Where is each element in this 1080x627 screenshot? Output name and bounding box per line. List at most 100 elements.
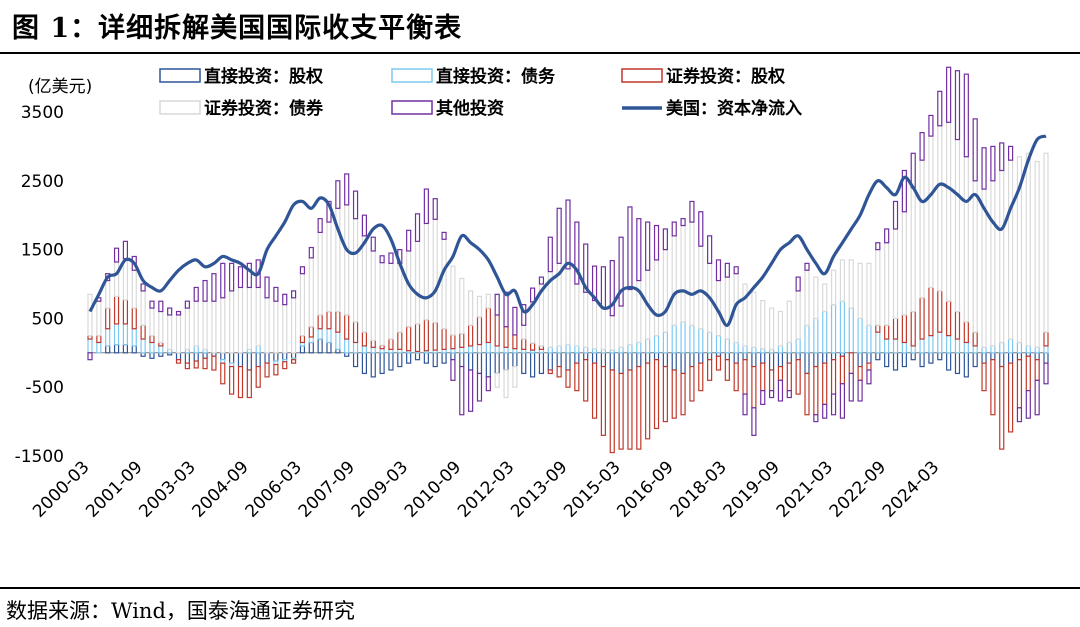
bar-fdi-debt [450, 348, 456, 354]
bar-other [689, 200, 695, 223]
bar-portfolio-equity [105, 307, 111, 330]
bar-other [627, 206, 633, 291]
bar-portfolio-debt [928, 135, 934, 289]
bar-portfolio-equity [326, 310, 332, 330]
bar-portfolio-debt [671, 235, 677, 326]
bar-other [273, 286, 279, 302]
bar-fdi-equity [866, 352, 872, 364]
bar-other [919, 132, 925, 161]
bar-fdi-debt [468, 345, 474, 354]
bar-fdi-debt [158, 345, 164, 354]
bar-other [494, 293, 500, 316]
bar-portfolio-equity [1034, 359, 1040, 381]
bar-other [1025, 390, 1031, 419]
bar-fdi-debt [476, 343, 483, 354]
bar-portfolio-equity [946, 300, 952, 337]
bar-portfolio-debt [149, 307, 155, 337]
bar-fdi-equity [981, 352, 987, 364]
bar-fdi-debt [848, 307, 854, 354]
bar-portfolio-debt [158, 310, 164, 344]
bar-portfolio-equity [609, 369, 615, 454]
bar-portfolio-equity [786, 362, 792, 392]
bar-portfolio-equity [202, 357, 208, 370]
bar-portfolio-debt [804, 269, 810, 326]
bar-portfolio-equity [892, 317, 899, 340]
legend-swatch-fdi-debt [391, 68, 433, 83]
bar-other [352, 190, 359, 220]
bar-portfolio-equity [476, 316, 483, 346]
bar-portfolio-equity [574, 362, 580, 392]
bar-other [892, 200, 899, 230]
bar-portfolio-debt [122, 257, 129, 301]
bar-fdi-equity [574, 352, 580, 364]
bar-fdi-equity [804, 352, 810, 375]
bar-portfolio-equity [866, 362, 872, 371]
legend-label: 直接投资：股权 [204, 66, 324, 87]
bar-fdi-debt [866, 324, 872, 354]
bar-portfolio-equity [397, 331, 403, 350]
bar-portfolio-debt [698, 245, 704, 330]
bar-portfolio-equity [848, 352, 854, 375]
chart-area: (亿美元) 3500 2500 1500 500 -500 -15002000-032001… [15, 66, 1049, 522]
bar-portfolio-debt [884, 242, 890, 326]
bar-portfolio-equity [565, 369, 571, 388]
bar-portfolio-debt [344, 204, 350, 316]
bar-portfolio-debt [822, 283, 828, 313]
bar-portfolio-equity [804, 372, 810, 416]
bar-portfolio-debt [193, 300, 199, 347]
bar-fdi-debt [547, 346, 553, 354]
bar-fdi-debt [875, 331, 881, 354]
bar-fdi-debt [459, 346, 465, 354]
bar-fdi-debt [839, 300, 846, 354]
bar-portfolio-debt [839, 259, 846, 302]
bar-fdi-debt [919, 338, 925, 354]
bar-fdi-equity [193, 352, 199, 362]
bar-fdi-equity [1034, 352, 1040, 361]
bar-portfolio-debt [830, 269, 837, 306]
bar-fdi-equity [618, 352, 624, 375]
bar-portfolio-debt [910, 187, 916, 313]
bar-portfolio-equity [406, 326, 412, 352]
bar-portfolio-debt [795, 290, 801, 340]
bar-fdi-debt [326, 328, 332, 344]
bar-fdi-equity [273, 352, 279, 362]
bar-portfolio-debt [768, 307, 775, 350]
x-tick-label: 2001-09 [82, 457, 146, 521]
bar-other [335, 180, 341, 209]
bar-other [768, 390, 775, 399]
bar-fdi-equity [795, 352, 801, 361]
bar-portfolio-equity [113, 295, 120, 325]
bar-fdi-equity [600, 352, 607, 368]
bar-other [1016, 407, 1023, 423]
bar-portfolio-equity [264, 362, 270, 378]
bar-portfolio-debt [229, 290, 235, 354]
bar-fdi-equity [830, 352, 837, 361]
bar-fdi-debt [707, 331, 713, 354]
bar-portfolio-equity [937, 290, 943, 333]
bar-portfolio-debt [361, 235, 368, 333]
bar-portfolio-debt [919, 159, 925, 299]
bar-portfolio-equity [627, 369, 633, 450]
bar-other [813, 414, 819, 423]
bar-portfolio-debt [760, 299, 766, 350]
bar-other [113, 247, 120, 263]
bar-fdi-debt [503, 346, 509, 354]
bar-portfolio-debt [848, 259, 854, 309]
bar-portfolio-equity [990, 359, 996, 416]
bar-other [476, 372, 483, 402]
bar-fdi-debt [884, 338, 890, 354]
bar-fdi-debt [742, 345, 748, 354]
bar-portfolio-debt [388, 262, 394, 340]
bar-portfolio-equity [1025, 355, 1031, 392]
bar-other [1034, 379, 1040, 416]
bar-portfolio-debt [476, 295, 483, 318]
bar-portfolio-equity [901, 314, 907, 344]
bar-other [901, 169, 907, 213]
bar-other [122, 240, 129, 260]
bar-portfolio-debt [786, 300, 792, 344]
bar-fdi-debt [990, 345, 996, 354]
bar-portfolio-debt [379, 262, 385, 346]
bar-other [848, 372, 854, 402]
bar-fdi-debt [751, 346, 757, 354]
bar-other [662, 228, 668, 251]
